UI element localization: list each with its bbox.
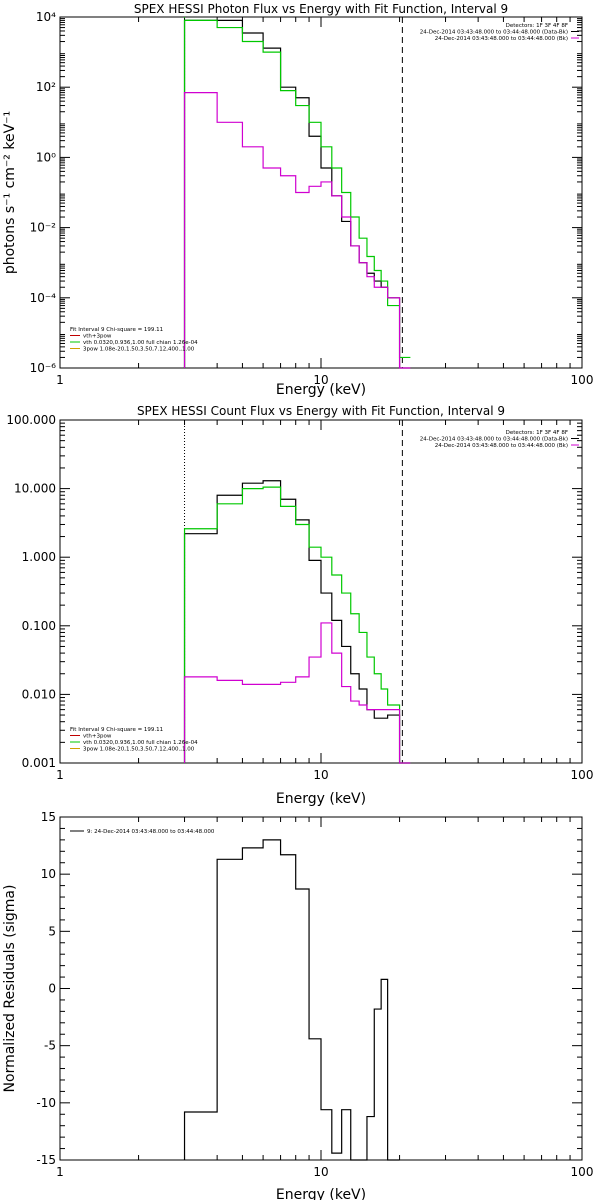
chart-panel-1: SPEX HESSI Photon Flux vs Energy with Fi… <box>2 2 593 398</box>
series-step-line <box>183 486 411 764</box>
legend-entry: Fit Interval 9 Chi-square = 199.11 <box>70 327 163 333</box>
y-tick-label: -5 <box>44 1039 56 1053</box>
legend-entry: 9: 24-Dec-2014 03:43:48.000 to 03:44:48.… <box>87 829 215 835</box>
y-tick-label: 10.000 <box>14 482 56 496</box>
header-annotation: Detectors: 1F 3F 4F 8F <box>506 430 568 436</box>
header-annotation: 24-Dec-2014 03:43:48.000 to 03:44:48.000… <box>435 443 568 449</box>
legend-entry: Fit Interval 9 Chi-square = 199.11 <box>70 727 163 733</box>
legend-entry: 3pow 1.08e-20,1.50,3.50,7.12,400.,1.00 <box>83 347 195 353</box>
y-tick-label: 10⁴ <box>36 10 56 24</box>
y-tick-label: 0 <box>48 982 56 996</box>
header-annotation: 24-Dec-2014 03:43:48.000 to 03:44:48.000… <box>420 437 568 443</box>
y-tick-label: 15 <box>41 810 56 824</box>
series-step-line <box>183 622 411 764</box>
y-tick-label: 10⁰ <box>36 150 56 164</box>
y-tick-label: 0.010 <box>22 687 56 701</box>
y-tick-label: -15 <box>36 1153 56 1167</box>
header-annotation: Detectors: 1F 3F 4F 8F <box>506 23 568 29</box>
x-axis-label: Energy (keV) <box>276 1187 366 1200</box>
y-tick-label: 10⁻⁶ <box>30 361 57 375</box>
series-step-line <box>183 19 411 368</box>
x-tick-label: 1 <box>56 373 64 387</box>
chart-title: SPEX HESSI Photon Flux vs Energy with Fi… <box>134 2 508 16</box>
x-tick-label: 100 <box>571 768 594 782</box>
y-tick-label: 100.000 <box>6 413 56 427</box>
x-tick-label: 1 <box>56 1165 64 1179</box>
x-tick-label: 1 <box>56 768 64 782</box>
y-tick-label: 10⁻⁴ <box>30 291 57 305</box>
y-tick-label: 10⁻² <box>30 221 57 235</box>
y-tick-label: 0.001 <box>22 756 56 770</box>
x-axis-label: Energy (keV) <box>276 791 366 807</box>
x-axis-label: Energy (keV) <box>276 382 366 398</box>
plot-frame <box>59 16 583 369</box>
x-tick-label: 10 <box>313 768 328 782</box>
x-tick-label: 100 <box>571 1165 594 1179</box>
x-tick-label: 10 <box>313 373 328 387</box>
x-tick-label: 100 <box>571 373 594 387</box>
y-axis-label: photons s⁻¹ cm⁻² keV⁻¹ <box>2 111 18 274</box>
chart-panel-3: 1 10 100 -15 -10 -5 0 5 10 15 Energy (keV) Normaliz… <box>2 810 593 1200</box>
header-annotation: 24-Dec-2014 03:43:48.000 to 03:44:48.000… <box>435 36 568 42</box>
y-tick-label: 0.100 <box>22 619 56 633</box>
y-tick-label: 5 <box>48 924 56 938</box>
series-step-line <box>183 839 400 1161</box>
series-step-line <box>183 19 411 369</box>
y-tick-label: 10 <box>41 867 56 881</box>
legend-entry: vth 0.0320,0.936,1.00 full chian 1.26e-0… <box>83 740 198 746</box>
legend-entry: vth 0.0320,0.936,1.00 full chian 1.26e-0… <box>83 340 198 346</box>
legend-entry: 3pow 1.08e-20,1.50,3.50,7.12,400.,1.00 <box>83 747 195 753</box>
y-tick-label: -10 <box>36 1096 56 1110</box>
y-tick-label: 1.000 <box>22 550 56 564</box>
series-step-line <box>183 480 411 764</box>
chart-title: SPEX HESSI Count Flux vs Energy with Fit… <box>137 404 505 418</box>
legend-entry: vth+3pow <box>83 734 112 740</box>
header-annotation: 24-Dec-2014 03:43:48.000 to 03:44:48.000… <box>420 30 568 36</box>
y-tick-label: 10² <box>36 80 56 94</box>
y-axis-label: Normalized Residuals (sigma) <box>2 885 18 1093</box>
chart-panel-2: SPEX HESSI Count Flux vs Energy with Fit… <box>6 404 593 807</box>
legend-entry: vth+3pow <box>83 334 112 340</box>
series-step-line <box>183 92 411 369</box>
x-tick-label: 10 <box>313 1165 328 1179</box>
